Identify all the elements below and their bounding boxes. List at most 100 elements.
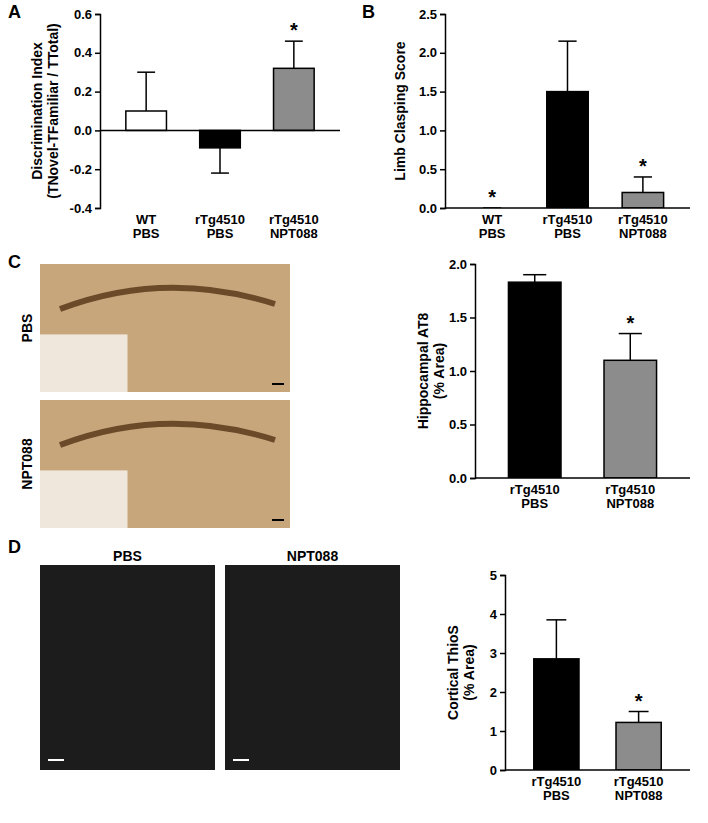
x-axis-line	[475, 477, 690, 479]
y-tick: 2.0	[419, 45, 445, 60]
y-axis-title: (% Area)	[431, 343, 447, 399]
y-tick-label: -0.4	[70, 201, 93, 216]
y-axis-title: (TNovel-TFamiliar / TTotal)	[45, 23, 61, 199]
y-tick-mark	[500, 614, 505, 616]
y-tick-label: 2	[490, 685, 497, 700]
y-axis-title: Discrimination Index	[29, 42, 45, 180]
y-tick-label: 3	[490, 646, 497, 661]
micrograph	[225, 565, 400, 770]
y-tick-label: 1.5	[419, 84, 437, 99]
image-label: PBS	[113, 548, 142, 564]
y-tick-label: 0.2	[74, 84, 92, 99]
y-axis-title: (% Area)	[461, 644, 477, 700]
y-tick: 4	[490, 607, 505, 622]
category-label: rTg4510PBS	[543, 212, 593, 241]
y-tick-label: 2.0	[449, 257, 467, 272]
error-bar-cap	[546, 619, 566, 621]
scale-bar	[272, 519, 284, 521]
error-bar-cap	[137, 71, 155, 73]
bar	[622, 192, 663, 208]
y-axis: 0.00.51.01.52.02.5	[419, 7, 446, 216]
y-tick-label: -0.2	[70, 162, 92, 177]
y-tick: 0.5	[449, 417, 475, 432]
micrograph-background	[40, 334, 128, 392]
category-label: rTg4510NPT088	[618, 212, 668, 241]
panel: B0.00.51.01.52.02.5Limb Clasping Score*W…	[362, 2, 690, 241]
y-tick-label: 1.5	[449, 310, 467, 325]
y-axis: 0.0 0.5 1.0 1.5 2.0	[449, 257, 476, 486]
y-tick: 0.5	[419, 162, 445, 177]
y-tick-label: 0.0	[419, 201, 437, 216]
y-tick-label: 5	[490, 568, 497, 583]
panel-label: A	[8, 2, 21, 22]
y-axis-title: Cortical ThioS	[445, 625, 461, 720]
y-tick-label: 0.4	[74, 45, 93, 60]
y-axis-line	[95, 15, 101, 209]
y-tick-label: 0.6	[74, 7, 92, 22]
y-tick-mark	[500, 731, 505, 733]
y-tick-mark	[500, 653, 505, 655]
error-bar	[211, 148, 229, 173]
significance-marker: *	[290, 19, 298, 41]
micrograph-feature	[60, 288, 275, 309]
y-tick-mark	[440, 91, 445, 93]
y-tick-mark	[500, 692, 505, 694]
category-label: WTPBS	[479, 212, 506, 241]
y-tick-mark	[440, 14, 445, 16]
error-bar-cap	[211, 172, 229, 174]
y-tick: 3	[490, 646, 505, 661]
micrograph-feature	[60, 424, 275, 445]
plot-area	[508, 275, 656, 478]
y-tick-label: 0.0	[449, 471, 467, 486]
y-tick: 1.5	[449, 310, 475, 325]
bar	[534, 659, 579, 770]
image-label: NPT088	[287, 548, 339, 564]
y-tick: 0.4	[74, 45, 100, 60]
error-bar	[546, 620, 566, 659]
scale-bar	[48, 759, 64, 761]
y-axis-title: Limb Clasping Score	[392, 41, 408, 180]
y-tick: 1	[490, 724, 505, 739]
y-tick: -0.2	[70, 162, 100, 177]
micrograph	[40, 400, 290, 528]
y-tick: -0.4	[70, 201, 100, 216]
y-tick-mark	[500, 770, 505, 772]
y-axis-line	[470, 265, 476, 479]
y-tick-mark	[470, 371, 475, 373]
y-tick: 0.6	[74, 7, 100, 22]
bar	[616, 722, 661, 770]
panel-label: D	[8, 537, 21, 557]
error-bar-stem	[145, 72, 147, 111]
category-label: rTg4510NPT088	[269, 212, 319, 241]
y-tick-mark	[470, 264, 475, 266]
error-bar	[558, 41, 576, 91]
scale-bar	[233, 759, 249, 761]
bar	[274, 68, 315, 130]
category-label: WTPBS	[133, 212, 160, 241]
y-tick-mark	[440, 53, 445, 55]
micrograph	[40, 565, 215, 770]
y-tick: 1.0	[449, 364, 475, 379]
error-bar-stem	[642, 177, 644, 193]
y-tick-label: 0.5	[449, 417, 467, 432]
figure: A -0.4 -0.2 0.0 0.2 0.4 0.6 Discrimination Inde…	[0, 0, 708, 823]
y-tick: 0.0	[419, 201, 445, 216]
bar	[604, 360, 657, 478]
y-tick-mark	[95, 91, 100, 93]
y-tick-mark	[440, 130, 445, 132]
y-tick-label: 4	[490, 607, 498, 622]
y-tick: 2.0	[449, 257, 475, 272]
y-tick: 0.2	[74, 84, 100, 99]
panel: A-0.4-0.20.00.20.40.6Discrimination Inde…	[8, 2, 340, 241]
y-tick: 0.0	[449, 471, 475, 486]
error-bar	[285, 41, 303, 68]
x-axis-line	[445, 207, 690, 209]
error-bar	[634, 177, 652, 193]
y-tick-mark	[470, 317, 475, 319]
y-tick: 0	[490, 763, 505, 778]
x-axis-line	[505, 769, 690, 771]
error-bar-stem	[638, 712, 640, 723]
category-label: rTg4510PBS	[195, 212, 245, 241]
y-tick-mark	[440, 208, 445, 210]
bar	[547, 92, 588, 208]
